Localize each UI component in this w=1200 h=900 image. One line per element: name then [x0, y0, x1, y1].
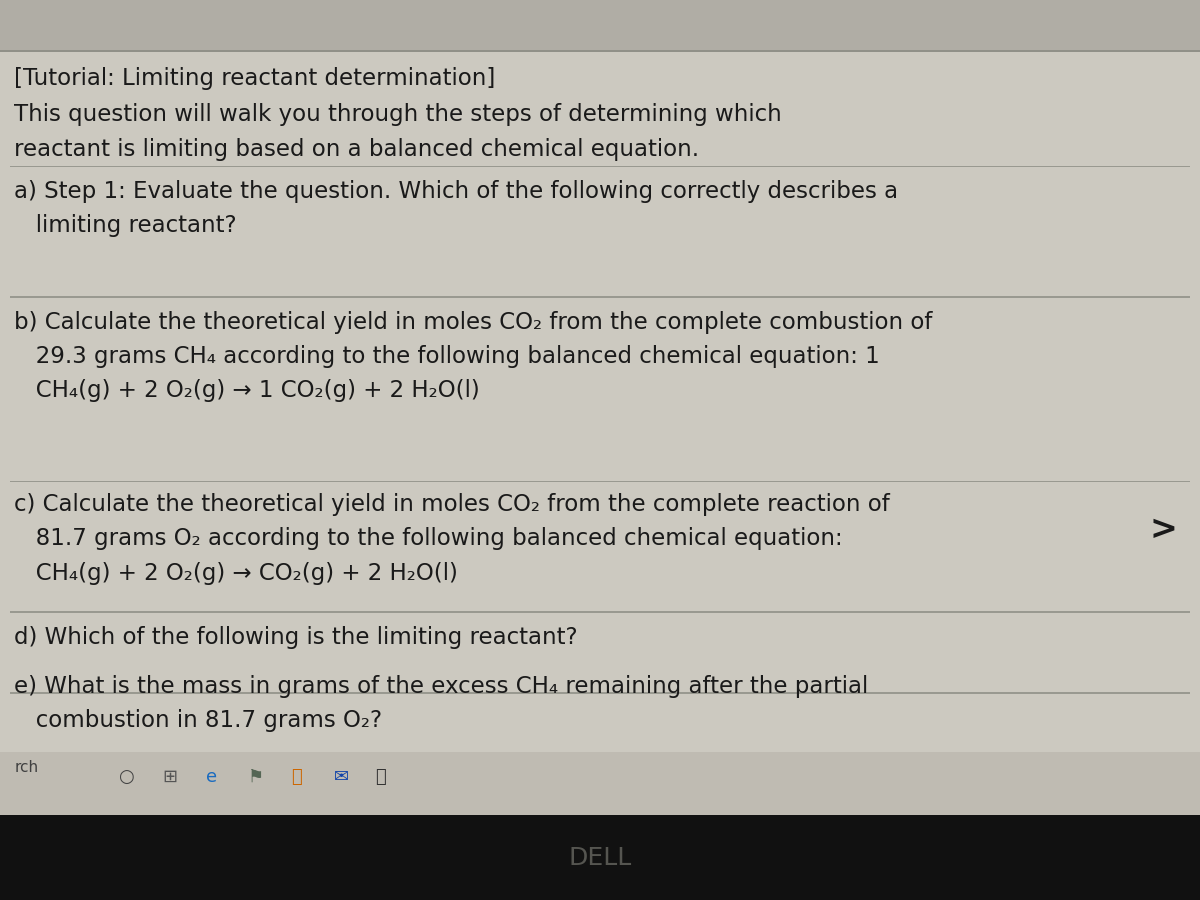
Text: a) Step 1: Evaluate the question. Which of the following correctly describes a: a) Step 1: Evaluate the question. Which … — [14, 180, 899, 203]
Text: ○: ○ — [118, 768, 133, 786]
Text: ✉: ✉ — [334, 768, 349, 786]
Text: CH₄(g) + 2 O₂(g) → CO₂(g) + 2 H₂O(l): CH₄(g) + 2 O₂(g) → CO₂(g) + 2 H₂O(l) — [14, 562, 458, 585]
Text: ⓪: ⓪ — [376, 768, 386, 786]
Text: rch: rch — [14, 760, 38, 776]
Text: combustion in 81.7 grams O₂?: combustion in 81.7 grams O₂? — [14, 709, 383, 733]
Text: [Tutorial: Limiting reactant determination]: [Tutorial: Limiting reactant determinati… — [14, 68, 496, 91]
Text: d) Which of the following is the limiting reactant?: d) Which of the following is the limitin… — [14, 626, 578, 650]
Text: >: > — [1150, 513, 1177, 546]
Text: CH₄(g) + 2 O₂(g) → 1 CO₂(g) + 2 H₂O(l): CH₄(g) + 2 O₂(g) → 1 CO₂(g) + 2 H₂O(l) — [14, 379, 480, 402]
Text: ⬛: ⬛ — [292, 768, 302, 786]
Text: e) What is the mass in grams of the excess CH₄ remaining after the partial: e) What is the mass in grams of the exce… — [14, 675, 869, 698]
Text: ⊞: ⊞ — [162, 768, 178, 786]
Text: DELL: DELL — [569, 846, 631, 870]
Text: 29.3 grams CH₄ according to the following balanced chemical equation: 1: 29.3 grams CH₄ according to the followin… — [14, 345, 880, 368]
Text: e: e — [206, 768, 217, 786]
Text: ⚑: ⚑ — [248, 768, 264, 786]
Text: b) Calculate the theoretical yield in moles CO₂ from the complete combustion of: b) Calculate the theoretical yield in mo… — [14, 310, 932, 334]
Text: This question will walk you through the steps of determining which: This question will walk you through the … — [14, 104, 782, 127]
Text: c) Calculate the theoretical yield in moles CO₂ from the complete reaction of: c) Calculate the theoretical yield in mo… — [14, 493, 890, 517]
Text: reactant is limiting based on a balanced chemical equation.: reactant is limiting based on a balanced… — [14, 138, 700, 161]
Text: limiting reactant?: limiting reactant? — [14, 214, 238, 238]
Text: 81.7 grams O₂ according to the following balanced chemical equation:: 81.7 grams O₂ according to the following… — [14, 527, 844, 551]
